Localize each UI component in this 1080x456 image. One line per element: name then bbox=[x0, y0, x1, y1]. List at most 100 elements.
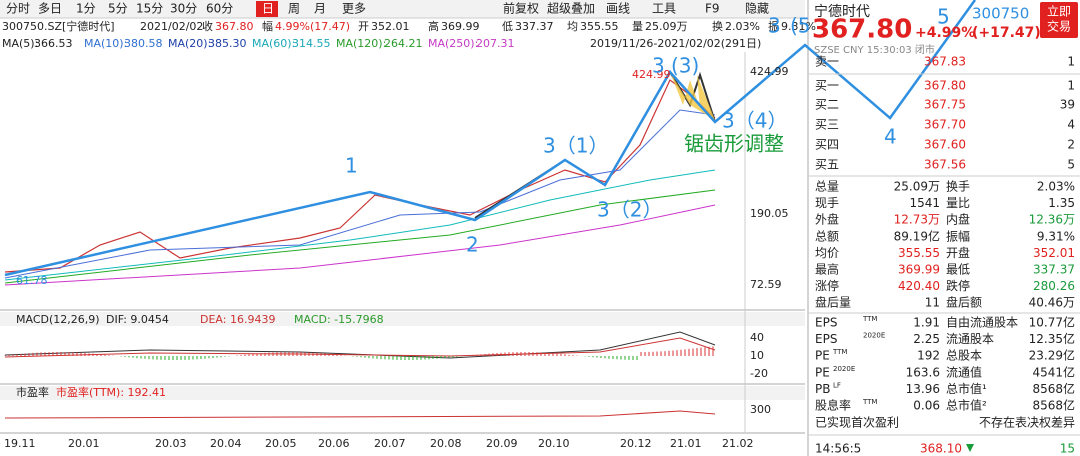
tab[interactable]: 周 bbox=[288, 2, 300, 16]
field-value: 25.09万 bbox=[645, 20, 688, 33]
tool-button[interactable]: 超级叠加 bbox=[547, 1, 595, 16]
wave-annotation: 1 bbox=[345, 154, 358, 178]
fund-label-sup: LF bbox=[833, 381, 841, 389]
wave-annotation: 3 bbox=[768, 14, 781, 38]
stat-label: 振幅 bbox=[946, 228, 970, 243]
stat-value: 369.99 bbox=[898, 263, 940, 277]
tool-button[interactable]: 隐藏 bbox=[745, 2, 769, 16]
field-label: 均 bbox=[567, 20, 578, 33]
stat-label: 现手 bbox=[815, 196, 839, 210]
x-axis-label: 19.11 bbox=[4, 437, 36, 450]
fund-value: 163.6 bbox=[906, 365, 940, 379]
field-value: 355.55 bbox=[580, 20, 619, 33]
trade-button-label[interactable]: 交易 bbox=[1047, 19, 1071, 34]
tick-price: 368.10 bbox=[920, 442, 962, 456]
fund-value: 8568亿 bbox=[1032, 381, 1075, 396]
ma-value: 207.31 bbox=[476, 37, 515, 50]
symbol: 300750.SZ[宁德时代] bbox=[2, 19, 115, 33]
fund-value: 4541亿 bbox=[1032, 364, 1075, 379]
tab[interactable]: 1分 bbox=[76, 2, 96, 16]
field-label: 换 bbox=[712, 19, 723, 33]
fund-label: 流通股本 bbox=[946, 332, 994, 346]
fund-label: PE bbox=[815, 349, 830, 363]
order-price: 367.83 bbox=[924, 55, 966, 69]
tool-button[interactable]: 工具 bbox=[652, 2, 676, 16]
order-label: 买一 bbox=[815, 79, 839, 93]
stat-label: 内盘 bbox=[946, 212, 970, 227]
indicator-value: DIF: 9.0454 bbox=[106, 313, 169, 326]
fund-label-sup: TTM bbox=[862, 398, 877, 406]
ma-value: 264.21 bbox=[384, 37, 423, 50]
toolbar-bg bbox=[0, 0, 805, 18]
tool-button[interactable]: 前复权 bbox=[503, 1, 539, 16]
tab[interactable]: 月 bbox=[314, 2, 326, 16]
order-price: 367.80 bbox=[924, 79, 966, 93]
wave-annotation: (3) bbox=[671, 54, 699, 78]
field-value: 367.80 bbox=[215, 20, 254, 33]
tab[interactable]: 30分 bbox=[170, 2, 197, 16]
ma-line bbox=[4, 169, 716, 281]
tab[interactable]: 5分 bbox=[108, 2, 128, 16]
note: 已实现首次盈利 bbox=[815, 415, 899, 430]
tool-button[interactable]: F9 bbox=[705, 2, 720, 16]
order-price: 367.75 bbox=[924, 98, 966, 112]
x-axis-label: 20.09 bbox=[486, 437, 518, 450]
stat-value: 12.36万 bbox=[1029, 213, 1075, 227]
fund-value: 2.25 bbox=[913, 332, 940, 346]
fund-label: EPS bbox=[815, 316, 837, 330]
tab[interactable]: 分时 bbox=[6, 2, 30, 16]
stat-value: 280.26 bbox=[1033, 279, 1075, 293]
x-axis-label: 20.05 bbox=[265, 437, 297, 450]
wave-annotation: (5 bbox=[790, 14, 811, 38]
ma-label: MA(60): bbox=[252, 37, 295, 50]
stat-label: 开盘 bbox=[946, 245, 970, 260]
down-arrow bbox=[966, 444, 974, 452]
stat-value: 40.46万 bbox=[1029, 296, 1075, 310]
tab[interactable]: 更多 bbox=[342, 2, 366, 16]
market-status: SZSE CNY 15:30:03 闭市 bbox=[814, 43, 935, 56]
fund-value: 13.96 bbox=[906, 382, 940, 396]
x-axis-label: 20.04 bbox=[210, 437, 242, 450]
ma-value: 380.58 bbox=[124, 37, 163, 50]
indicator-value: 市盈率(TTM): 192.41 bbox=[56, 385, 166, 399]
stat-label: 总额 bbox=[815, 229, 839, 243]
stat-label: 最低 bbox=[946, 263, 970, 277]
tick-time: 14:56:5 bbox=[815, 442, 861, 456]
date: 2021/02/02 bbox=[140, 20, 203, 33]
fund-label-sup: 2020E bbox=[863, 332, 885, 340]
tab[interactable]: 多日 bbox=[38, 2, 62, 16]
trade-button[interactable] bbox=[1040, 2, 1078, 38]
order-volume: 1 bbox=[1067, 55, 1075, 69]
low-marker: 61.78 bbox=[16, 274, 48, 287]
indicator-value: MACD: -15.7968 bbox=[294, 313, 384, 326]
stock-code: 300750 bbox=[972, 5, 1029, 23]
field-value: 9.31% bbox=[781, 20, 816, 33]
x-axis-label: 21.02 bbox=[722, 437, 754, 450]
x-axis-label: 20.03 bbox=[155, 437, 187, 450]
field-label: 收 bbox=[202, 19, 213, 33]
tab[interactable]: 日 bbox=[262, 2, 274, 16]
x-axis-label: 20.07 bbox=[374, 437, 406, 450]
order-volume: 4 bbox=[1067, 118, 1075, 132]
field-label: 低 bbox=[502, 20, 513, 33]
stat-label: 换手 bbox=[946, 180, 970, 194]
fund-value: 0.06 bbox=[913, 399, 940, 413]
fund-label: PE bbox=[815, 365, 830, 379]
trade-button-label[interactable]: 立即 bbox=[1047, 4, 1071, 19]
fund-label: 股息率 bbox=[815, 398, 851, 413]
wave-annotation: 3（2） bbox=[597, 198, 662, 222]
tool-button[interactable]: 画线 bbox=[606, 2, 630, 16]
ma-line bbox=[4, 109, 716, 279]
indicator-value: DEA: 16.9439 bbox=[200, 313, 275, 326]
fund-label: 总市值¹ bbox=[946, 381, 987, 396]
order-price: 367.60 bbox=[924, 138, 966, 152]
x-axis-label: 20.06 bbox=[318, 437, 350, 450]
order-volume: 1 bbox=[1067, 79, 1075, 93]
tab[interactable]: 60分 bbox=[206, 2, 233, 16]
stat-value: 352.01 bbox=[1033, 246, 1075, 260]
x-axis-label: 20.08 bbox=[430, 437, 462, 450]
stat-value: 9.31% bbox=[1037, 229, 1075, 243]
tab[interactable]: 15分 bbox=[136, 2, 163, 16]
